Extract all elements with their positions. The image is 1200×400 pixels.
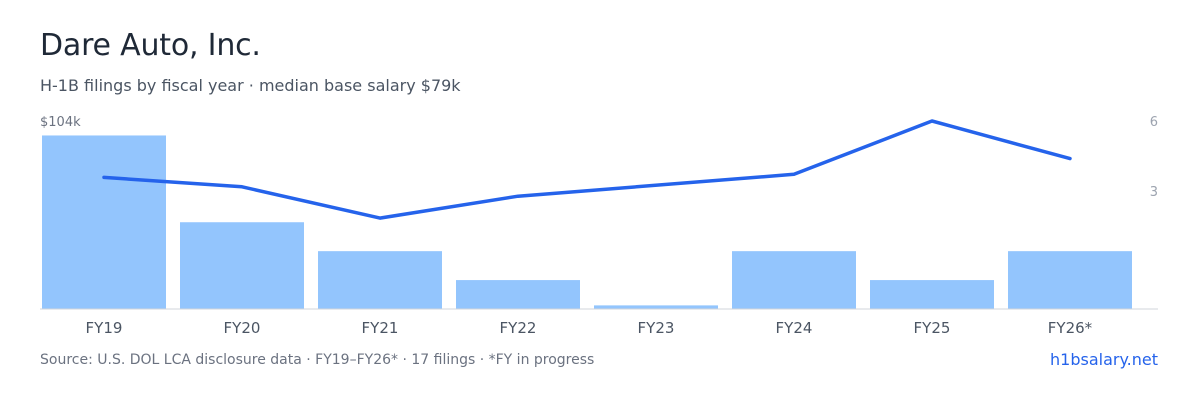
x-tick-label: FY24 <box>776 319 813 337</box>
bar-series <box>42 135 1132 309</box>
x-tick-label: FY25 <box>914 319 951 337</box>
line-series <box>102 119 1072 220</box>
chart-subtitle: H-1B filings by fiscal year · median bas… <box>40 76 461 95</box>
bar-fy21 <box>318 251 442 309</box>
bar-fy22 <box>456 280 580 309</box>
right-axis-tick-3: 3 <box>1150 185 1158 200</box>
right-axis-tick-6: 6 <box>1150 115 1158 130</box>
bar-fy24 <box>732 251 856 309</box>
brand-link[interactable]: h1bsalary.net <box>1050 350 1158 369</box>
chart-area: $104k 6 3 FY19 FY20 FY21 FY22 FY23 FY24 FY25 FY… <box>40 115 1158 337</box>
bar-fy26-star <box>1008 251 1132 309</box>
left-axis-top-label: $104k <box>40 115 81 130</box>
x-tick-label: FY20 <box>224 319 261 337</box>
bar-fy25 <box>870 280 994 309</box>
x-tick-label: FY21 <box>362 319 399 337</box>
x-tick-label: FY19 <box>86 319 123 337</box>
bar-fy19 <box>42 135 166 309</box>
source-note: Source: U.S. DOL LCA disclosure data · F… <box>40 352 595 368</box>
x-tick-label: FY23 <box>638 319 675 337</box>
x-tick-label: FY22 <box>500 319 537 337</box>
bar-fy20 <box>180 222 304 309</box>
x-tick-label: FY26* <box>1048 319 1093 337</box>
x-axis-labels: FY19 FY20 FY21 FY22 FY23 FY24 FY25 FY26* <box>86 319 1093 337</box>
company-title: Dare Auto, Inc. <box>40 28 261 63</box>
bar-fy23 <box>594 305 718 309</box>
